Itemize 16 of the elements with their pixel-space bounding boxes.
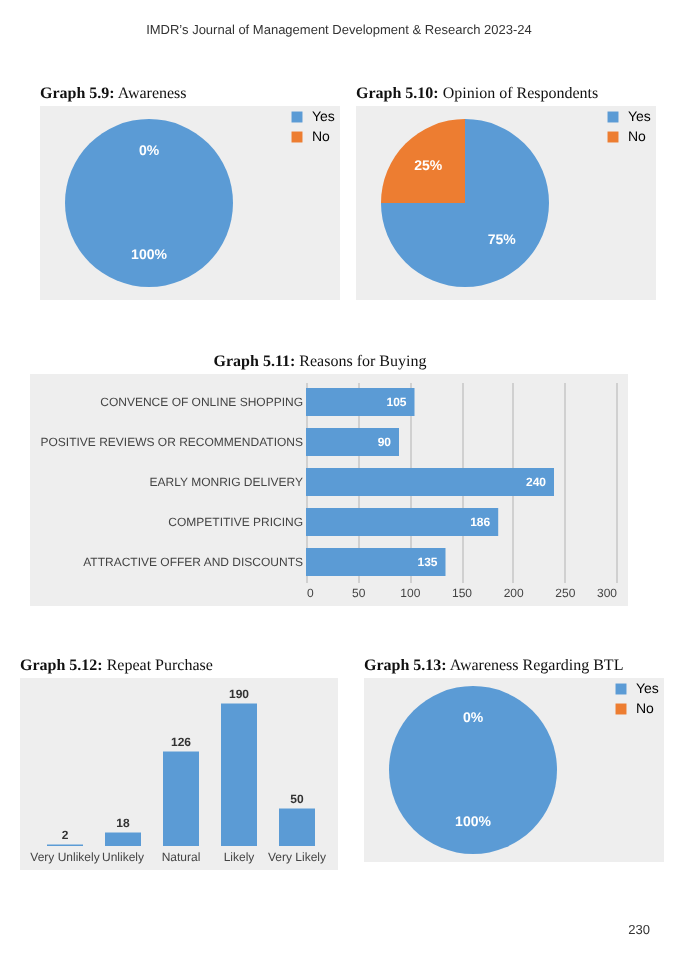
chart-title: Graph 5.13: Awareness Regarding BTL: [364, 656, 626, 674]
pie-slice: [381, 119, 549, 287]
bar: [279, 808, 315, 846]
bar: [306, 508, 499, 536]
bar: [163, 751, 199, 846]
pie-slice: [381, 119, 465, 203]
bar: [306, 468, 554, 496]
bar: [105, 832, 141, 846]
bar: [221, 703, 257, 846]
bar: [306, 428, 399, 456]
chart-title: Graph 5.12: Repeat Purchase: [20, 656, 215, 674]
bar: [306, 388, 415, 416]
chart-title: Graph 5.10: Opinion of Respondents: [356, 84, 601, 102]
bar: [306, 548, 446, 576]
chart-title: Graph 5.9: Awareness: [40, 84, 189, 102]
chart-title: Graph 5.11: Reasons for Buying: [211, 352, 429, 370]
